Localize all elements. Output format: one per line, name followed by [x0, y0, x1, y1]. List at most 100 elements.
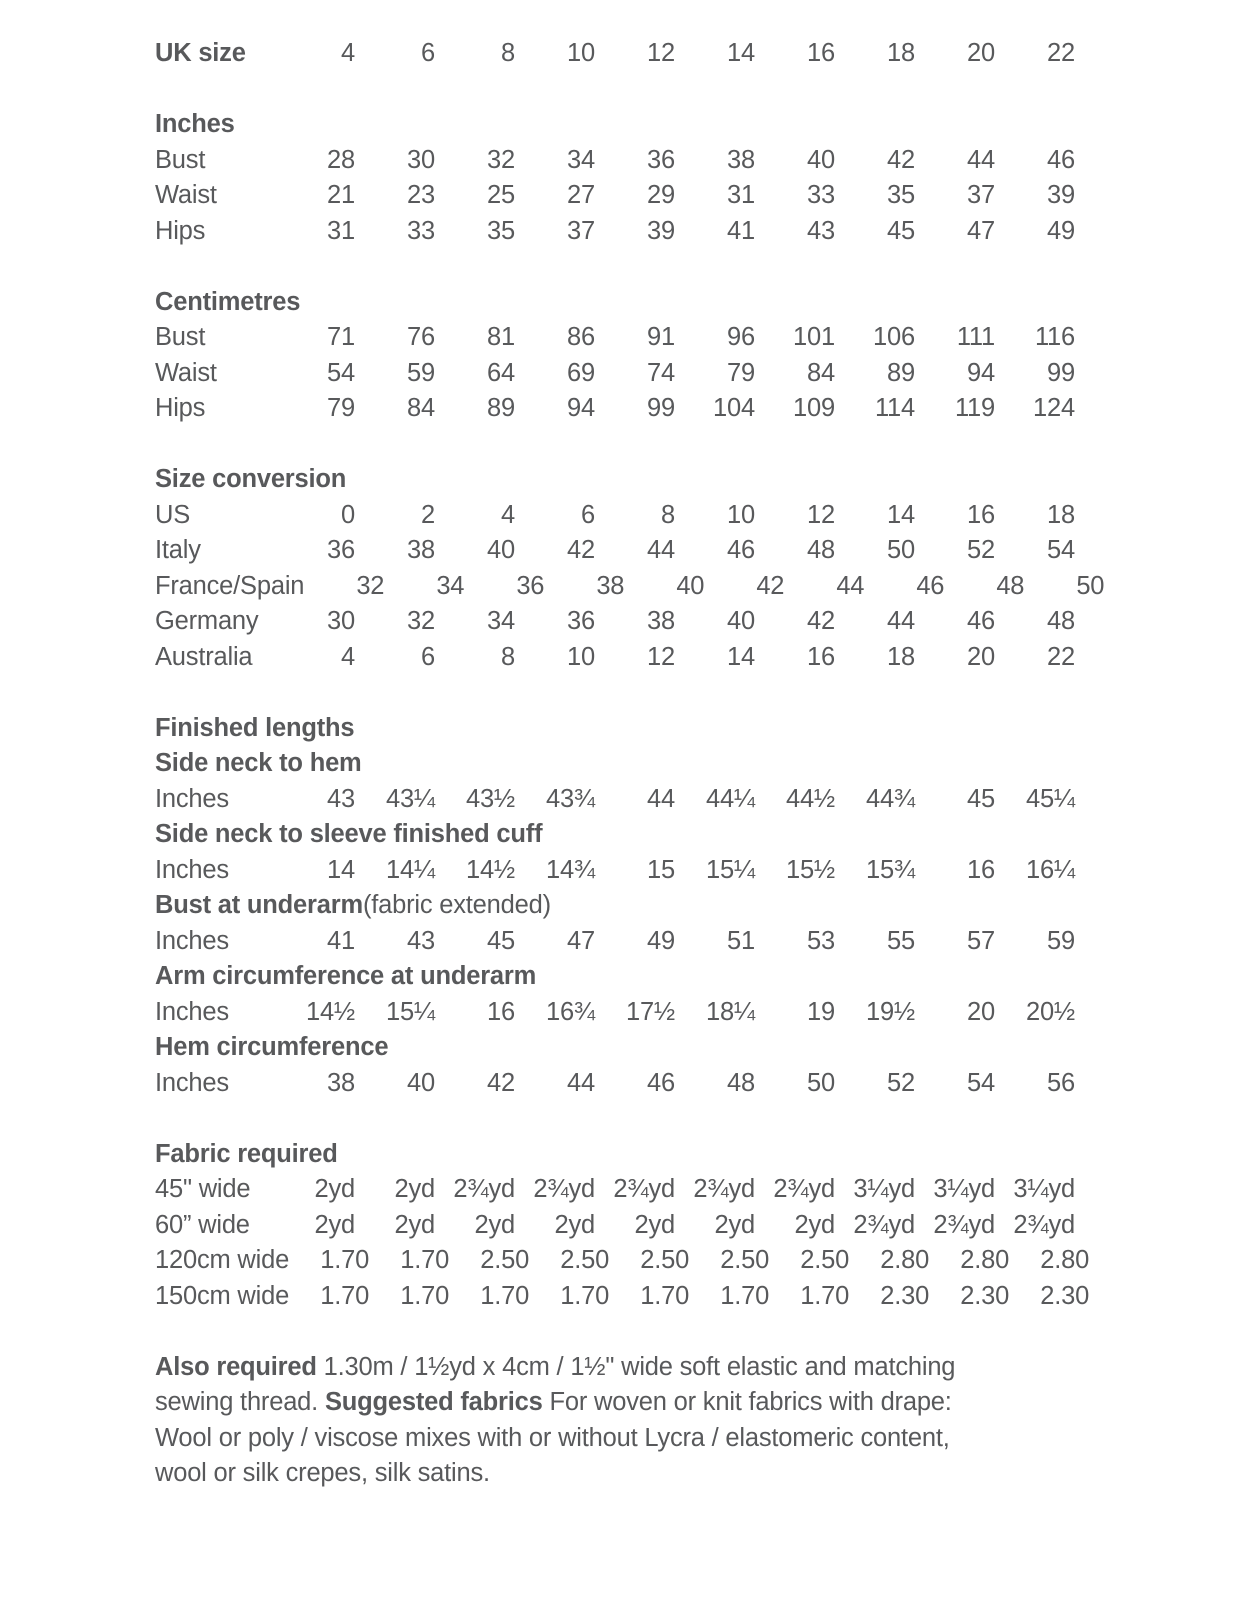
cell: 55	[887, 926, 915, 955]
cell: 74	[647, 358, 675, 387]
row-label: Waist	[155, 181, 217, 209]
cell: 8	[501, 642, 515, 671]
cell: 46	[967, 607, 995, 635]
cell: 46	[1047, 145, 1075, 174]
cell: 99	[647, 394, 675, 422]
table-row: Inches 41 43 45 47 49 51 53 55 57 59	[155, 924, 1085, 960]
cell: 16	[807, 642, 835, 671]
cell: 54	[1047, 536, 1075, 564]
cell: 15	[647, 855, 675, 884]
cell: 0	[341, 500, 355, 529]
section-header-inches: Inches	[155, 107, 1085, 143]
cell: 15¼	[705, 855, 755, 884]
measurement-title-label: Hem circumference	[155, 1033, 389, 1061]
measurement-title: Side neck to sleeve finished cuff	[155, 817, 1085, 853]
cell: 6	[421, 642, 435, 671]
row-label: 60” wide	[155, 1210, 250, 1239]
cell: 44	[567, 1068, 595, 1097]
cell: 17½	[625, 997, 675, 1026]
cell: 40	[676, 571, 705, 600]
cell: 38	[327, 1068, 355, 1097]
cell: 2yd	[394, 1210, 435, 1239]
cell: 48	[727, 1068, 755, 1097]
table-row: 150cm wide 1.70 1.70 1.70 1.70 1.70 1.70…	[155, 1279, 1089, 1315]
cell: 84	[807, 358, 835, 387]
cell: 44¾	[865, 784, 915, 813]
cell: 2.30	[880, 1281, 930, 1310]
uk-size-row: UK size 4 6 8 10 12 14 16 18 20 22	[155, 36, 1085, 72]
cell: 2.80	[1040, 1246, 1090, 1274]
table-row: 45" wide 2yd 2yd 2¾yd 2¾yd 2¾yd 2¾yd 2¾y…	[155, 1172, 1085, 1208]
cell: 81	[487, 323, 515, 351]
cell: 52	[887, 1068, 915, 1097]
cell: 49	[1047, 216, 1075, 245]
notes-bold-lead: Suggested fabrics	[324, 1388, 543, 1416]
cell: 14	[727, 642, 755, 671]
cell: 4	[501, 500, 515, 529]
cell: 2.50	[800, 1246, 850, 1274]
cell: 49	[647, 926, 675, 955]
cell: 37	[567, 216, 595, 245]
cell: 39	[1047, 181, 1075, 209]
notes-paragraph: Also required 1.30m / 1½yd x 4cm / 1½" w…	[155, 1350, 1085, 1492]
cell: 124	[1033, 394, 1075, 422]
cell: 2¾yd	[613, 1175, 675, 1203]
cell: 2.50	[480, 1246, 530, 1274]
cell: 19½	[865, 997, 915, 1026]
cell: 18	[1047, 500, 1075, 529]
cell: 109	[793, 394, 835, 422]
notes-text: wool or silk crepes, silk satins.	[155, 1459, 490, 1487]
cell: 8	[661, 500, 675, 529]
row-label: UK size	[155, 39, 246, 67]
row-label: Australia	[155, 642, 253, 671]
cell: 116	[1034, 323, 1075, 351]
cell: 46	[727, 536, 755, 564]
cell: 3¼yd	[1013, 1175, 1075, 1203]
table-row: Australia 4 6 8 10 12 14 16 18 20 22	[155, 640, 1085, 676]
cell: 89	[487, 394, 515, 422]
cell: 42	[567, 536, 595, 564]
measurement-title: Side neck to hem	[155, 746, 1085, 782]
cell: 36	[647, 145, 675, 174]
cell: 48	[807, 536, 835, 564]
cell: 27	[567, 181, 595, 209]
cell: 38	[596, 571, 625, 600]
cell: 15½	[785, 855, 835, 884]
row-label: Inches	[155, 926, 229, 955]
cell: 44¼	[705, 784, 755, 813]
cell: 45	[887, 216, 915, 245]
cell: 44	[887, 607, 915, 635]
cell: 38	[647, 607, 675, 635]
table-row: Inches 14½ 15¼ 16 16¾ 17½ 18¼ 19 19½ 20 …	[155, 995, 1085, 1031]
cell: 40	[807, 145, 835, 174]
cell: 1.70	[320, 1281, 370, 1310]
cell: 41	[327, 926, 355, 955]
cell: 2¾yd	[773, 1175, 835, 1203]
cell: 34	[436, 571, 465, 600]
cell: 38	[727, 145, 755, 174]
cell: 6	[421, 39, 435, 67]
cell: 48	[1047, 607, 1075, 635]
cell: 10	[727, 500, 755, 529]
cell: 2yd	[634, 1210, 675, 1239]
cell: 34	[487, 607, 515, 635]
cell: 43	[807, 216, 835, 245]
table-row: Germany 30 32 34 36 38 40 42 44 46 48	[155, 604, 1085, 640]
section-header-size-conversion: Size conversion	[155, 462, 1085, 498]
cell: 50	[887, 536, 915, 564]
cell: 36	[516, 571, 545, 600]
cell: 42	[887, 145, 915, 174]
cell: 33	[407, 216, 435, 245]
cell: 114	[874, 394, 915, 422]
cell: 21	[327, 181, 355, 209]
row-label: Inches	[155, 784, 229, 813]
cell: 57	[967, 926, 995, 955]
row-label: Hips	[155, 216, 206, 245]
cell: 20½	[1025, 997, 1075, 1026]
table-row: 120cm wide 1.70 1.70 2.50 2.50 2.50 2.50…	[155, 1243, 1089, 1279]
row-label: US	[155, 500, 191, 529]
cell: 14½	[305, 997, 355, 1026]
notes-text: For woven or knit fabrics with drape:	[542, 1388, 952, 1416]
cell: 8	[501, 39, 515, 67]
cell: 37	[967, 181, 995, 209]
